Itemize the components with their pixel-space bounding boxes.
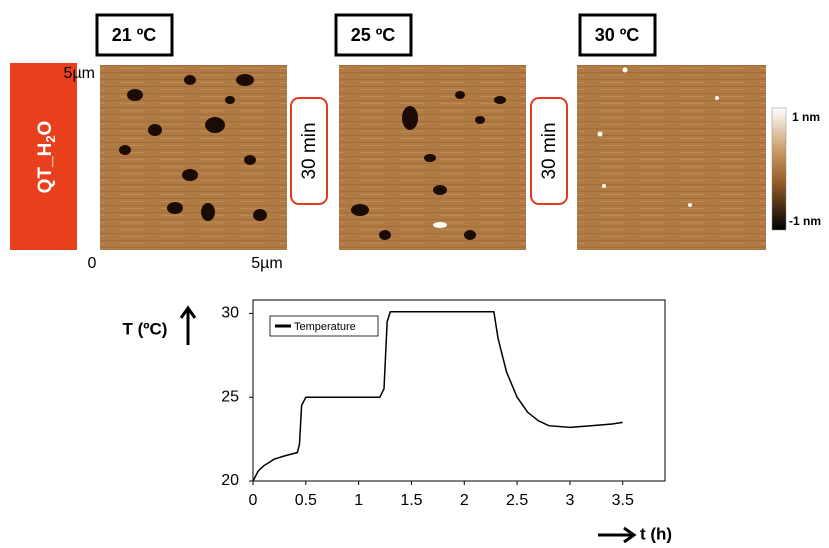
sample-prefix: QT_H — [35, 143, 56, 194]
colorbar — [772, 108, 786, 230]
y-tick-label: 25 — [221, 388, 239, 405]
x-tick-label: 0 — [249, 492, 258, 509]
interval-label: 30 min — [299, 122, 320, 179]
x-tick-label: 3.5 — [612, 492, 634, 509]
x-tick-label: 2 — [460, 492, 469, 509]
figure: QT_H2O 1 nm -1 nm 5µm 0 5µm 21 ºC 25 ºC … — [0, 0, 829, 543]
x-axis-label: t (h) — [640, 524, 672, 543]
y-arrow — [181, 308, 195, 345]
temp-label: 25 ºC — [351, 25, 396, 45]
sample-suffix: O — [35, 121, 56, 136]
temp-label: 21 ºC — [112, 25, 157, 45]
colorbar-label: -1 nm — [789, 214, 821, 228]
afm-image — [577, 65, 766, 250]
legend-label: Temperature — [294, 321, 356, 333]
temp-label: 30 ºC — [595, 25, 640, 45]
x-tick-label: 1 — [354, 492, 363, 509]
x-tick-label: 0.5 — [295, 492, 317, 509]
y-tick-label: 20 — [221, 472, 239, 489]
x-tick-label: 1.5 — [400, 492, 422, 509]
x-tick-label: 2.5 — [506, 492, 528, 509]
y-axis-label: T (ºC) — [123, 319, 168, 338]
scale-label: 5µm — [251, 255, 282, 272]
afm-image — [339, 65, 526, 250]
sample-label: QT_H2O — [35, 121, 58, 194]
scale-label: 5µm — [64, 65, 95, 82]
scale-label: 0 — [88, 255, 97, 272]
afm-image — [100, 65, 287, 250]
interval-label: 30 min — [539, 122, 560, 179]
x-tick-label: 3 — [565, 492, 574, 509]
colorbar-label: 1 nm — [792, 110, 820, 124]
sample-sub: 2 — [43, 135, 58, 142]
x-arrow — [598, 528, 634, 542]
y-tick-label: 30 — [221, 305, 239, 322]
